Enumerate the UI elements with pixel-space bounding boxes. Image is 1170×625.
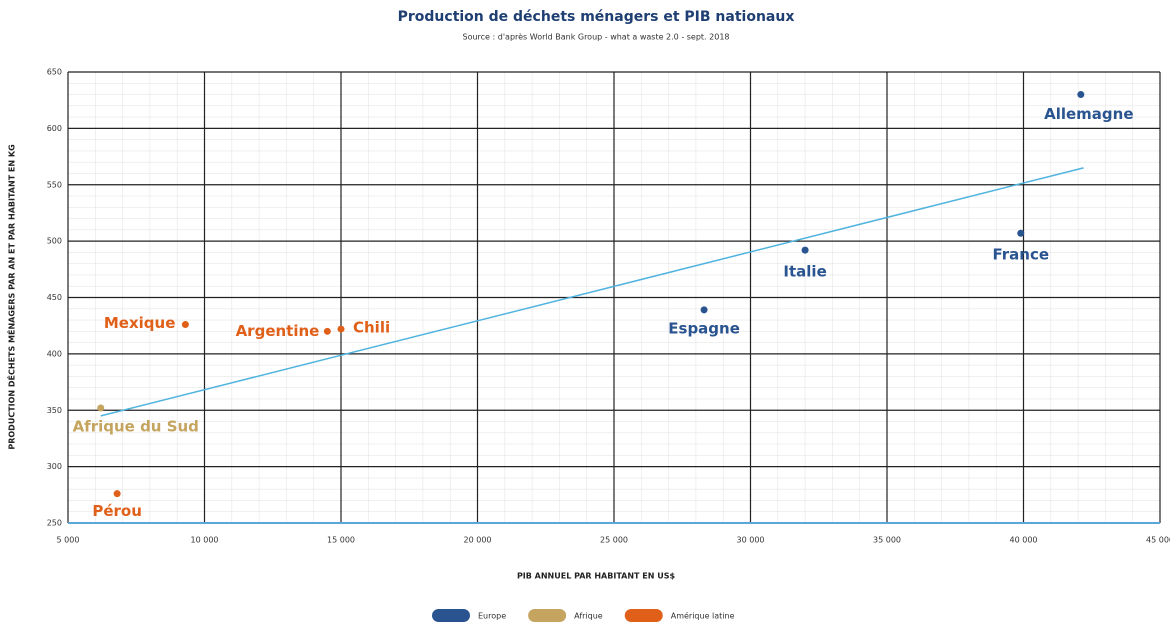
x-axis-label: PIB ANNUEL PAR HABITANT EN US$ bbox=[517, 572, 676, 581]
trendline bbox=[100, 167, 1084, 417]
chart-subtitle: Source : d'après World Bank Group - what… bbox=[463, 32, 730, 42]
point-label: Espagne bbox=[668, 319, 740, 337]
y-tick-label: 350 bbox=[47, 406, 62, 415]
data-point bbox=[181, 321, 189, 329]
data-point bbox=[113, 490, 121, 498]
y-tick-label: 500 bbox=[47, 237, 62, 246]
y-tick-label: 250 bbox=[47, 519, 62, 528]
x-tick-label: 10 000 bbox=[191, 536, 219, 545]
y-tick-label: 650 bbox=[47, 68, 62, 77]
data-point bbox=[337, 325, 345, 333]
x-tick-label: 40 000 bbox=[1010, 536, 1038, 545]
data-point bbox=[323, 327, 331, 335]
x-tick-label: 5 000 bbox=[57, 536, 80, 545]
point-label: Pérou bbox=[92, 502, 142, 520]
legend-swatch bbox=[432, 609, 470, 622]
legend-label: Amérique latine bbox=[671, 611, 735, 621]
point-label: Chili bbox=[353, 319, 390, 337]
point-label: Italie bbox=[783, 263, 826, 281]
data-point bbox=[801, 246, 809, 254]
y-tick-label: 600 bbox=[47, 124, 62, 133]
x-tick-label: 45 000 bbox=[1146, 536, 1170, 545]
chart-title: Production de déchets ménagers et PIB na… bbox=[398, 9, 795, 25]
point-label: France bbox=[992, 246, 1049, 264]
point-label: Afrique du Sud bbox=[73, 417, 199, 435]
y-tick-label: 550 bbox=[47, 180, 62, 189]
legend-label: Europe bbox=[478, 612, 506, 621]
x-tick-label: 30 000 bbox=[737, 536, 765, 545]
x-tick-label: 20 000 bbox=[464, 536, 492, 545]
legend-swatch bbox=[624, 609, 663, 622]
data-point bbox=[700, 306, 708, 314]
legend-swatch bbox=[528, 609, 567, 622]
y-tick-label: 450 bbox=[47, 293, 62, 302]
x-tick-label: 25 000 bbox=[600, 536, 628, 545]
y-axis-label: PRODUCTION DÉCHETS MÉNAGERS PAR AN ET PA… bbox=[6, 144, 17, 449]
data-point bbox=[1017, 229, 1025, 237]
point-label: Allemagne bbox=[1044, 105, 1133, 123]
point-label: Mexique bbox=[104, 314, 176, 332]
legend-label: Afrique bbox=[574, 612, 603, 621]
point-label: Argentine bbox=[236, 322, 320, 340]
x-tick-label: 15 000 bbox=[327, 536, 355, 545]
y-tick-label: 300 bbox=[47, 462, 62, 471]
data-point bbox=[97, 404, 105, 412]
data-point bbox=[1077, 91, 1085, 99]
y-tick-label: 400 bbox=[47, 349, 62, 358]
x-tick-label: 35 000 bbox=[873, 536, 901, 545]
